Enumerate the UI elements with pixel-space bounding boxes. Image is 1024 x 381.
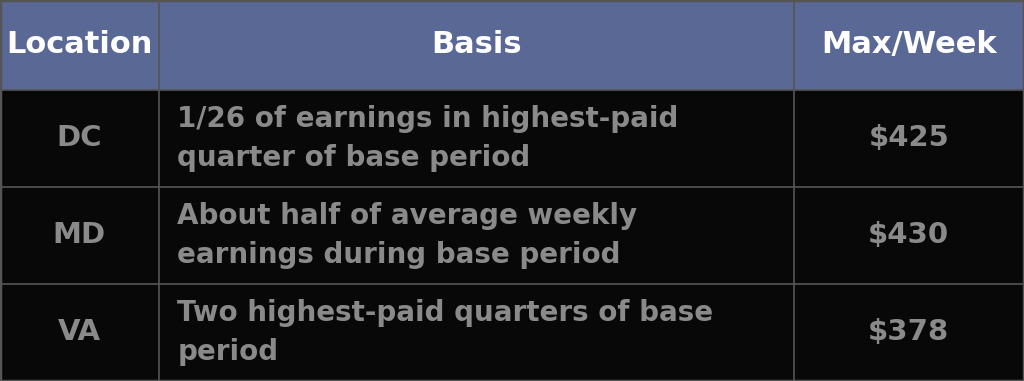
- Bar: [0, 284, 1024, 381]
- Text: MD: MD: [53, 221, 105, 249]
- Text: $378: $378: [868, 319, 949, 346]
- Text: About half of average weekly
earnings during base period: About half of average weekly earnings du…: [177, 202, 637, 269]
- Text: VA: VA: [58, 319, 100, 346]
- Text: Basis: Basis: [431, 30, 521, 59]
- Text: DC: DC: [56, 124, 102, 152]
- Text: Max/Week: Max/Week: [821, 30, 996, 59]
- Bar: [0, 187, 1024, 284]
- Text: Two highest-paid quarters of base
period: Two highest-paid quarters of base period: [177, 299, 714, 366]
- Bar: [0, 90, 1024, 187]
- Bar: [0, 0, 1024, 90]
- Text: Location: Location: [6, 30, 153, 59]
- Text: 1/26 of earnings in highest-paid
quarter of base period: 1/26 of earnings in highest-paid quarter…: [177, 105, 679, 171]
- Text: $430: $430: [868, 221, 949, 249]
- Text: $425: $425: [868, 124, 949, 152]
